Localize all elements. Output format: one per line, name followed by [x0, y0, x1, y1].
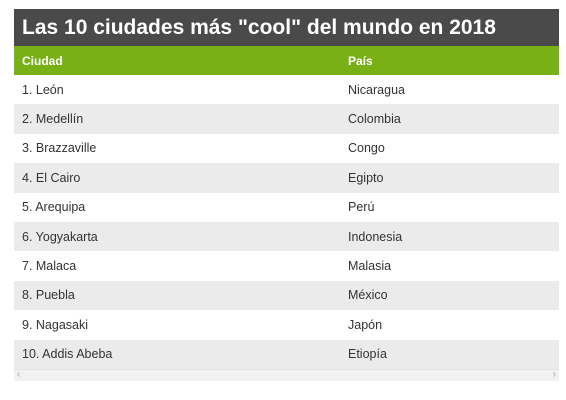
country-cell: Indonesia [348, 229, 403, 244]
city-cell: 6. Yogyakarta [22, 229, 98, 244]
country-cell: Perú [348, 200, 375, 215]
table-row: 3. Brazzaville Congo [14, 133, 559, 164]
city-cell: 2. Medellín [22, 112, 84, 127]
table-row: 7. Malaca Malasia [14, 251, 559, 281]
country-cell: Malasia [348, 259, 392, 274]
country-cell: Congo [348, 141, 385, 156]
chevron-right-icon[interactable]: › [552, 368, 556, 380]
column-header-country: País [348, 53, 373, 68]
horizontal-scrollbar[interactable]: ‹ › [14, 368, 559, 381]
country-cell: Colombia [348, 112, 401, 127]
chevron-left-icon[interactable]: ‹ [17, 368, 21, 380]
country-cell: Egipto [348, 170, 384, 185]
city-cell: 4. El Cairo [22, 170, 81, 185]
city-cell: 3. Brazzaville [22, 141, 97, 156]
table-body: 1. León Nicaragua 2. Medellín Colombia 3. Br… [14, 75, 559, 369]
city-cell: 9. Nagasaki [22, 317, 89, 332]
table-row: 1. León Nicaragua [14, 75, 559, 105]
city-cell: 5. Arequipa [22, 200, 86, 215]
country-cell: México [348, 288, 388, 303]
country-cell: Etiopía [348, 347, 387, 362]
ranking-table-widget: Las 10 ciudades más "cool" del mundo en … [14, 9, 559, 381]
table-row: 8. Puebla México [14, 280, 559, 311]
table-row: 10. Addis Abeba Etiopía [14, 339, 559, 369]
city-cell: 7. Malaca [22, 259, 77, 274]
city-cell: 8. Puebla [22, 288, 75, 303]
table-header-row: Ciudad País [14, 46, 559, 75]
table-row: 4. El Cairo Egipto [14, 163, 559, 193]
table-title: Las 10 ciudades más "cool" del mundo en … [14, 9, 559, 46]
table-row: 2. Medellín Colombia [14, 104, 559, 134]
table-row: 6. Yogyakarta Indonesia [14, 221, 559, 252]
column-header-city: Ciudad [22, 53, 63, 68]
country-cell: Japón [348, 317, 383, 332]
table-row: 9. Nagasaki Japón [14, 310, 559, 340]
table-row: 5. Arequipa Perú [14, 192, 559, 222]
country-cell: Nicaragua [348, 82, 405, 97]
city-cell: 1. León [22, 82, 64, 97]
city-cell: 10. Addis Abeba [22, 347, 113, 362]
